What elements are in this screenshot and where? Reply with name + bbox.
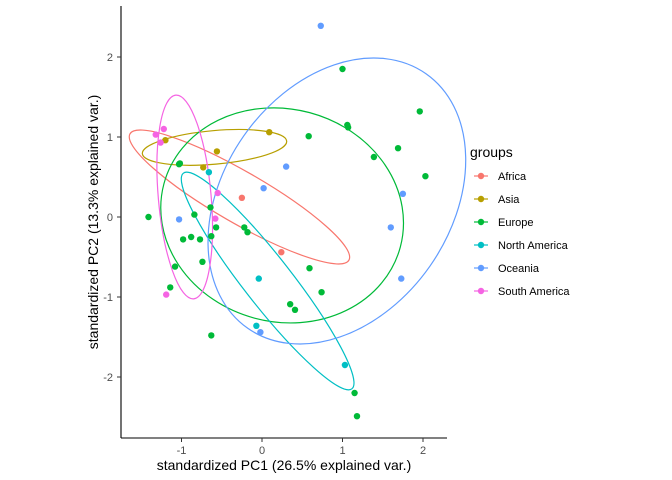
legend-key-point: [477, 218, 485, 226]
y-tick-label: 2: [107, 52, 113, 64]
point-europe: [187, 233, 195, 241]
point-europe: [167, 284, 174, 291]
point-north-america: [341, 361, 349, 369]
legend: groups Africa Asia Europe North America Ocea…: [470, 144, 570, 298]
y-tick-label: -1: [103, 292, 113, 304]
point-north-america: [205, 169, 213, 176]
data-points: [145, 22, 429, 420]
y-axis-title: standardized PC2 (13.3% explained var.): [85, 95, 101, 349]
y-tick-label: 0: [107, 212, 113, 224]
point-europe: [199, 258, 206, 265]
point-europe: [416, 108, 423, 115]
point-asia: [266, 129, 273, 136]
point-asia: [200, 164, 207, 171]
x-ticks: -1 0 1 2: [177, 438, 426, 457]
y-tick-label: 1: [107, 132, 113, 144]
point-europe: [179, 236, 187, 243]
x-tick-label: 0: [259, 445, 265, 457]
ellipse-north-america: [180, 171, 355, 391]
point-europe: [196, 236, 204, 243]
point-europe: [176, 160, 184, 167]
point-oceania: [260, 185, 267, 192]
point-south-america: [160, 125, 167, 133]
point-oceania: [387, 224, 394, 231]
point-europe: [305, 133, 312, 140]
legend-key-point: [477, 287, 485, 295]
legend-item-asia: Asia: [474, 194, 520, 206]
point-oceania: [257, 329, 264, 336]
point-europe: [394, 145, 402, 152]
legend-label: Africa: [498, 171, 527, 183]
point-asia: [162, 137, 169, 144]
legend-item-south-america: South America: [474, 286, 570, 298]
point-europe: [286, 301, 294, 308]
point-europe: [191, 211, 198, 218]
legend-key-point: [477, 195, 485, 203]
point-europe: [422, 173, 429, 180]
point-south-america: [212, 215, 219, 222]
point-asia: [213, 148, 221, 155]
point-oceania: [317, 22, 324, 29]
point-north-america: [253, 322, 260, 329]
x-axis-title: standardized PC1 (26.5% explained var.): [157, 457, 411, 473]
ellipse-africa: [128, 129, 351, 265]
point-europe: [208, 233, 215, 240]
point-europe: [171, 263, 179, 270]
legend-key-point: [477, 241, 485, 249]
point-oceania: [175, 216, 183, 223]
point-europe: [244, 229, 251, 236]
ellipse-oceania: [207, 57, 467, 345]
legend-item-oceania: Oceania: [474, 263, 540, 275]
point-europe: [306, 265, 313, 272]
point-africa: [238, 194, 246, 201]
point-europe: [291, 306, 299, 313]
x-tick-label: 2: [420, 445, 426, 457]
legend-item-europe: Europe: [474, 217, 533, 229]
x-tick-label: 1: [339, 445, 345, 457]
legend-label: Europe: [498, 217, 533, 229]
point-europe: [351, 389, 358, 397]
point-oceania: [399, 190, 407, 197]
legend-label: Oceania: [498, 263, 540, 275]
legend-items: Africa Asia Europe North America Oceania Sout…: [474, 171, 570, 298]
y-ticks: -2 -1 0 1 2: [103, 52, 121, 384]
confidence-ellipses: [128, 57, 467, 391]
point-south-america: [152, 131, 159, 138]
legend-label: Asia: [498, 194, 520, 206]
legend-label: North America: [498, 240, 569, 252]
point-south-america: [214, 189, 221, 197]
point-europe: [207, 204, 214, 211]
point-africa: [278, 249, 285, 256]
x-tick-label: -1: [177, 445, 187, 457]
point-europe: [208, 332, 215, 339]
axes: [120, 6, 447, 439]
point-europe: [212, 224, 220, 231]
legend-item-africa: Africa: [474, 171, 527, 183]
legend-key-point: [477, 264, 485, 272]
point-south-america: [163, 291, 170, 298]
point-europe: [344, 124, 352, 131]
point-oceania: [398, 275, 405, 282]
point-south-america: [157, 139, 164, 146]
point-europe: [370, 153, 378, 161]
point-europe: [318, 289, 325, 296]
point-oceania: [282, 163, 290, 170]
point-europe: [353, 413, 361, 420]
ellipse-europe: [160, 107, 405, 324]
ellipse-asia: [141, 128, 288, 166]
legend-title: groups: [470, 144, 513, 160]
point-europe: [241, 224, 248, 231]
y-tick-label: -2: [103, 372, 113, 384]
ellipse-south-america: [156, 94, 214, 300]
legend-key-point: [477, 172, 485, 180]
legend-item-north-america: North America: [474, 240, 569, 252]
point-europe: [145, 213, 152, 221]
legend-label: South America: [498, 286, 570, 298]
point-europe: [339, 65, 346, 73]
point-north-america: [255, 275, 262, 282]
